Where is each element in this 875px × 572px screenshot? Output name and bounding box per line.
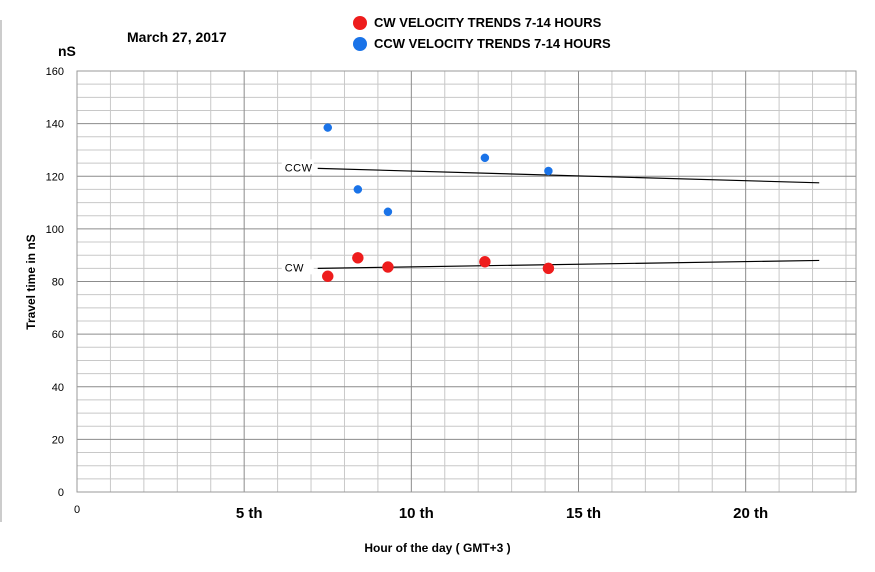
trendlines: CCW CW — [281, 159, 820, 275]
cw-data-point — [322, 270, 334, 282]
ccw-data-point — [353, 185, 363, 194]
y-tick-label: 100 — [46, 224, 64, 236]
ccw-data-point — [323, 123, 333, 132]
y-tick-label: 80 — [52, 277, 64, 289]
ccw-data-point — [383, 207, 393, 217]
data-points — [322, 123, 555, 282]
x-tick-label: 10 th — [399, 505, 434, 522]
major-gridlines — [77, 71, 856, 492]
legend-ccw-label: CCW VELOCITY TRENDS 7-14 HOURS — [374, 36, 611, 51]
legend-item-ccw: CCW VELOCITY TRENDS 7-14 HOURS — [353, 36, 611, 51]
cw-data-point — [382, 261, 394, 273]
trendline-cw — [317, 259, 820, 269]
y-tick-label: 20 — [52, 434, 64, 446]
chart-date: March 27, 2017 — [127, 29, 227, 45]
x-tick-label: 15 th — [566, 505, 601, 522]
x-tick-label: 5 th — [236, 505, 263, 522]
y-tick-label: 140 — [46, 119, 64, 131]
legend-item-cw: CW VELOCITY TRENDS 7-14 HOURS — [353, 15, 601, 30]
y-tick-label: 160 — [46, 66, 64, 78]
y-tick-label: 40 — [52, 382, 64, 394]
trendline-label-ccw: CCW — [285, 162, 313, 174]
ccw-data-point — [544, 166, 553, 176]
x-axis-ticks: 0 5 th 10 th 15 th 20 th — [74, 504, 768, 522]
cw-data-point — [352, 252, 364, 264]
legend-cw-label: CW VELOCITY TRENDS 7-14 HOURS — [374, 15, 602, 30]
cw-data-point — [479, 256, 491, 268]
legend-ccw-marker-icon — [353, 36, 367, 51]
y-tick-label: 60 — [52, 329, 64, 341]
trendline-label-bg — [281, 159, 314, 175]
y-axis-title: Travel time in nS — [24, 234, 38, 330]
trendline-label-bg — [281, 259, 314, 275]
ccw-data-point — [480, 153, 490, 163]
x-tick-label: 20 th — [733, 505, 768, 522]
trendline-ccw — [317, 167, 820, 184]
x-axis-title: Hour of the day ( GMT+3 ) — [364, 541, 511, 555]
y-tick-label: 120 — [46, 171, 64, 183]
plot-area-border — [76, 70, 857, 493]
x-tick-label: 0 — [74, 504, 80, 516]
cw-data-point — [542, 262, 555, 275]
legend-cw-marker-icon — [353, 15, 367, 30]
trendline-label-cw: CW — [285, 262, 304, 274]
y-tick-label: 0 — [58, 487, 64, 499]
y-unit-label: nS — [58, 43, 76, 59]
y-axis-ticks: 0 20 40 60 80 100 120 140 160 — [46, 66, 64, 499]
